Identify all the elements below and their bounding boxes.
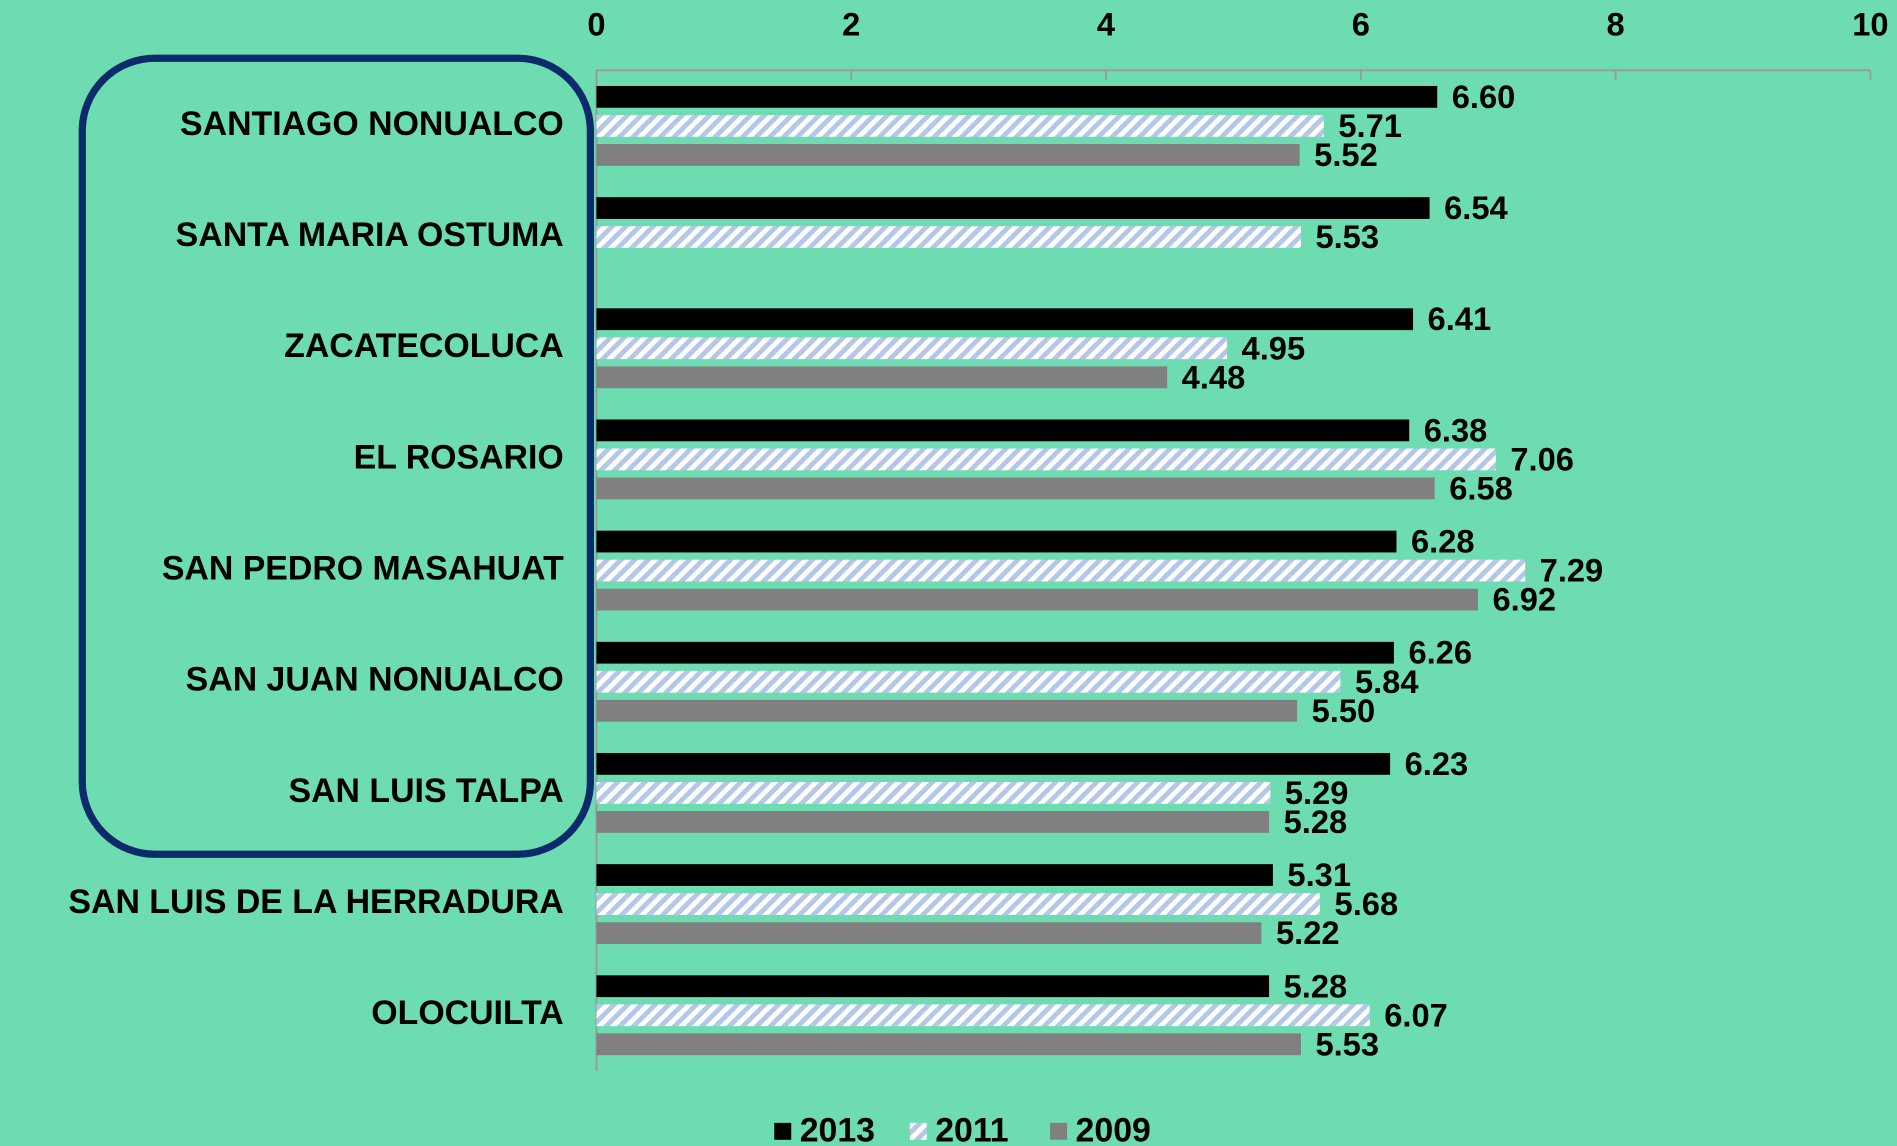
bar bbox=[596, 811, 1270, 833]
bar bbox=[596, 782, 1271, 804]
x-tick-label: 0 bbox=[587, 5, 605, 42]
legend-swatch bbox=[909, 1122, 927, 1140]
category-label: SAN JUAN NONUALCO bbox=[186, 661, 564, 699]
bar bbox=[596, 1033, 1301, 1056]
category-label: ZACATECOLUCA bbox=[284, 327, 564, 365]
value-label: 7.06 bbox=[1510, 440, 1574, 477]
x-tick-label: 4 bbox=[1097, 5, 1115, 42]
value-label: 4.48 bbox=[1182, 358, 1246, 395]
bar bbox=[596, 226, 1301, 248]
value-label: 5.68 bbox=[1335, 885, 1399, 922]
category-label: SANTIAGO NONUALCO bbox=[180, 105, 564, 143]
value-label: 7.29 bbox=[1540, 552, 1604, 589]
value-label: 5.28 bbox=[1284, 803, 1348, 840]
legend-label: 2009 bbox=[1076, 1111, 1151, 1146]
value-label: 5.22 bbox=[1276, 914, 1340, 951]
value-label: 5.52 bbox=[1314, 136, 1378, 173]
value-label: 4.95 bbox=[1242, 329, 1306, 366]
bar bbox=[596, 1004, 1370, 1027]
x-tick-label: 10 bbox=[1852, 5, 1888, 42]
value-label: 5.53 bbox=[1315, 218, 1379, 255]
bar bbox=[596, 641, 1394, 664]
value-label: 6.23 bbox=[1405, 745, 1469, 782]
x-tick-label: 6 bbox=[1352, 5, 1370, 42]
category-label: SAN LUIS TALPA bbox=[289, 772, 564, 810]
bar bbox=[596, 477, 1435, 500]
value-label: 6.26 bbox=[1408, 634, 1472, 671]
value-label: 6.07 bbox=[1384, 996, 1448, 1033]
highlight-box bbox=[78, 54, 595, 858]
value-label: 5.29 bbox=[1285, 774, 1349, 811]
bar bbox=[596, 308, 1414, 331]
value-label: 6.41 bbox=[1428, 300, 1492, 337]
bar bbox=[596, 366, 1168, 389]
value-label: 5.71 bbox=[1338, 107, 1402, 144]
legend-label: 2013 bbox=[800, 1111, 875, 1146]
value-label: 5.28 bbox=[1284, 967, 1348, 1004]
value-label: 6.58 bbox=[1449, 469, 1513, 506]
legend-swatch bbox=[1050, 1122, 1068, 1140]
value-label: 6.28 bbox=[1411, 523, 1475, 560]
x-tick-label: 2 bbox=[842, 5, 860, 42]
bar bbox=[596, 144, 1300, 166]
category-label: SANTA MARIA OSTUMA bbox=[176, 216, 564, 254]
bar bbox=[596, 588, 1479, 611]
bar bbox=[596, 85, 1438, 108]
value-label: 5.50 bbox=[1312, 692, 1376, 729]
bar bbox=[596, 559, 1526, 582]
value-label: 5.31 bbox=[1287, 856, 1351, 893]
legend-swatch bbox=[774, 1122, 792, 1140]
bar bbox=[596, 864, 1273, 886]
value-label: 6.60 bbox=[1452, 78, 1516, 115]
bar bbox=[596, 419, 1410, 442]
bar bbox=[596, 699, 1298, 722]
bar bbox=[596, 197, 1430, 219]
bar bbox=[596, 893, 1321, 915]
legend-label: 2011 bbox=[935, 1111, 1008, 1146]
bar bbox=[596, 975, 1270, 998]
value-label: 5.84 bbox=[1355, 663, 1419, 700]
category-label: EL ROSARIO bbox=[354, 438, 564, 476]
category-label: OLOCUILTA bbox=[371, 994, 563, 1032]
bar bbox=[596, 752, 1391, 775]
value-label: 6.54 bbox=[1444, 189, 1508, 226]
value-label: 6.38 bbox=[1424, 411, 1488, 448]
bar bbox=[596, 448, 1496, 471]
value-label: 6.92 bbox=[1493, 581, 1557, 618]
category-label: SAN PEDRO MASAHUAT bbox=[162, 550, 564, 588]
bar bbox=[596, 922, 1262, 945]
x-tick-label: 8 bbox=[1607, 5, 1625, 42]
bar bbox=[596, 115, 1324, 137]
category-label: SAN LUIS DE LA HERRADURA bbox=[68, 883, 563, 921]
value-label: 5.53 bbox=[1315, 1025, 1379, 1062]
bar bbox=[596, 670, 1341, 693]
bar bbox=[596, 337, 1228, 360]
bar bbox=[596, 530, 1397, 553]
